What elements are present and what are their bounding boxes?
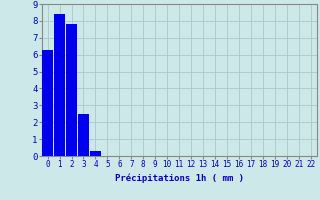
Bar [54,14,65,156]
Bar [90,151,100,156]
Bar [78,114,89,156]
X-axis label: Précipitations 1h ( mm ): Précipitations 1h ( mm ) [115,173,244,183]
Bar [67,24,76,156]
Bar [43,50,53,156]
